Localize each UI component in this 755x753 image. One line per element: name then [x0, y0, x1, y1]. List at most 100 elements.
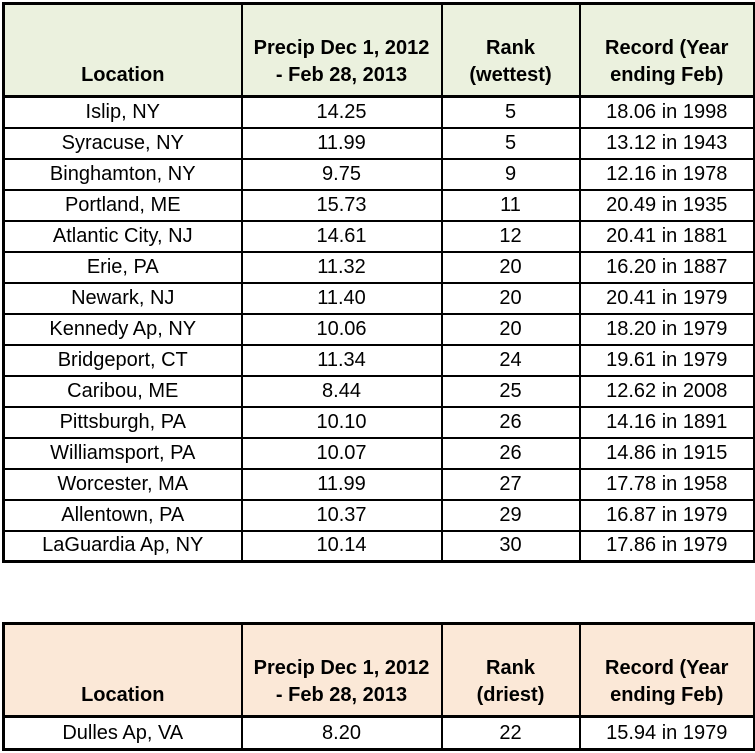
cell-record: 14.86 in 1915: [578, 436, 755, 470]
cell-rank: 27: [440, 467, 581, 501]
header-label-line1: Precip Dec 1, 2012: [253, 656, 430, 679]
header-label-line2: - Feb 28, 2013: [275, 684, 408, 707]
cell-rank: 29: [440, 498, 581, 532]
cell-rank: 26: [440, 405, 581, 439]
wettest-col-header-location: Location: [2, 2, 243, 98]
cell-record: 16.87 in 1979: [578, 498, 755, 532]
header-label-line2: (driest): [476, 684, 545, 707]
cell-precip: 15.73: [240, 188, 443, 222]
cell-rank: 26: [440, 436, 581, 470]
driest-col-header-record: Record (Year ending Feb): [578, 622, 755, 718]
cell-rank: 5: [440, 126, 581, 160]
cell-rank: 30: [440, 529, 581, 563]
header-label-line2: (wettest): [469, 64, 552, 87]
cell-precip: 8.44: [240, 374, 443, 408]
driest-table-body: Dulles Ap, VA 8.20 22 15.94 in 1979: [2, 715, 755, 751]
cell-precip: 11.99: [240, 467, 443, 501]
wettest-col-header-precip: Precip Dec 1, 2012 - Feb 28, 2013: [240, 2, 443, 98]
cell-rank: 9: [440, 157, 581, 191]
table-gap: [2, 563, 755, 622]
wettest-table: Location Precip Dec 1, 2012 - Feb 28, 20…: [2, 2, 755, 563]
cell-rank: 20: [440, 250, 581, 284]
cell-rank: 22: [440, 715, 581, 751]
wettest-col-header-rank: Rank (wettest): [440, 2, 581, 98]
cell-rank: 20: [440, 312, 581, 346]
table-row: Syracuse, NY 11.99 5 13.12 in 1943: [2, 126, 755, 160]
cell-location: Erie, PA: [2, 250, 243, 284]
cell-precip: 11.99: [240, 126, 443, 160]
table-row: Pittsburgh, PA 10.10 26 14.16 in 1891: [2, 405, 755, 439]
cell-location: Portland, ME: [2, 188, 243, 222]
cell-rank: 11: [440, 188, 581, 222]
header-label-line2: - Feb 28, 2013: [275, 64, 408, 87]
cell-location: Newark, NJ: [2, 281, 243, 315]
cell-location: Islip, NY: [2, 95, 243, 129]
cell-record: 14.16 in 1891: [578, 405, 755, 439]
wettest-table-body: Islip, NY 14.25 5 18.06 in 1998 Syracuse, NY…: [2, 95, 755, 563]
table-row: Atlantic City, NJ 14.61 12 20.41 in 1881: [2, 219, 755, 253]
cell-record: 15.94 in 1979: [578, 715, 755, 751]
table-row: Bridgeport, CT 11.34 24 19.61 in 1979: [2, 343, 755, 377]
cell-record: 17.86 in 1979: [578, 529, 755, 563]
cell-precip: 14.61: [240, 219, 443, 253]
cell-location: Binghamton, NY: [2, 157, 243, 191]
table-row: Newark, NJ 11.40 20 20.41 in 1979: [2, 281, 755, 315]
table-row: Islip, NY 14.25 5 18.06 in 1998: [2, 95, 755, 129]
driest-col-header-rank: Rank (driest): [440, 622, 581, 718]
table-row: Portland, ME 15.73 11 20.49 in 1935: [2, 188, 755, 222]
table-row: Caribou, ME 8.44 25 12.62 in 2008: [2, 374, 755, 408]
cell-precip: 10.10: [240, 405, 443, 439]
driest-col-header-precip: Precip Dec 1, 2012 - Feb 28, 2013: [240, 622, 443, 718]
wettest-col-header-record: Record (Year ending Feb): [578, 2, 755, 98]
cell-precip: 11.32: [240, 250, 443, 284]
cell-location: Dulles Ap, VA: [2, 715, 243, 751]
cell-record: 12.16 in 1978: [578, 157, 755, 191]
cell-rank: 25: [440, 374, 581, 408]
cell-rank: 12: [440, 219, 581, 253]
cell-precip: 10.06: [240, 312, 443, 346]
table-row: Worcester, MA 11.99 27 17.78 in 1958: [2, 467, 755, 501]
table-row: Kennedy Ap, NY 10.06 20 18.20 in 1979: [2, 312, 755, 346]
table-row: Williamsport, PA 10.07 26 14.86 in 1915: [2, 436, 755, 470]
header-label-line1: Rank: [486, 656, 535, 679]
table-row: LaGuardia Ap, NY 10.14 30 17.86 in 1979: [2, 529, 755, 563]
cell-location: Kennedy Ap, NY: [2, 312, 243, 346]
cell-record: 17.78 in 1958: [578, 467, 755, 501]
cell-location: Pittsburgh, PA: [2, 405, 243, 439]
header-label-line1: Precip Dec 1, 2012: [253, 36, 430, 59]
cell-record: 19.61 in 1979: [578, 343, 755, 377]
cell-record: 20.41 in 1881: [578, 219, 755, 253]
cell-record: 18.06 in 1998: [578, 95, 755, 129]
cell-record: 20.49 in 1935: [578, 188, 755, 222]
header-label-line1: Record (Year: [605, 656, 729, 679]
cell-record: 18.20 in 1979: [578, 312, 755, 346]
table-row: Allentown, PA 10.37 29 16.87 in 1979: [2, 498, 755, 532]
cell-location: Atlantic City, NJ: [2, 219, 243, 253]
cell-precip: 10.37: [240, 498, 443, 532]
cell-record: 12.62 in 2008: [578, 374, 755, 408]
cell-rank: 24: [440, 343, 581, 377]
driest-col-header-location: Location: [2, 622, 243, 718]
header-label: Location: [81, 64, 165, 87]
cell-location: Caribou, ME: [2, 374, 243, 408]
cell-precip: 8.20: [240, 715, 443, 751]
cell-location: Worcester, MA: [2, 467, 243, 501]
driest-table: Location Precip Dec 1, 2012 - Feb 28, 20…: [2, 622, 755, 751]
cell-location: Allentown, PA: [2, 498, 243, 532]
cell-location: Williamsport, PA: [2, 436, 243, 470]
cell-location: LaGuardia Ap, NY: [2, 529, 243, 563]
header-label-line1: Rank: [486, 36, 535, 59]
cell-rank: 5: [440, 95, 581, 129]
cell-precip: 10.14: [240, 529, 443, 563]
cell-precip: 11.40: [240, 281, 443, 315]
cell-record: 20.41 in 1979: [578, 281, 755, 315]
cell-location: Syracuse, NY: [2, 126, 243, 160]
header-label: Location: [81, 684, 165, 707]
cell-record: 16.20 in 1887: [578, 250, 755, 284]
wettest-header-row: Location Precip Dec 1, 2012 - Feb 28, 20…: [2, 2, 755, 98]
cell-precip: 14.25: [240, 95, 443, 129]
cell-location: Bridgeport, CT: [2, 343, 243, 377]
header-label-line2: ending Feb): [610, 64, 724, 87]
cell-precip: 9.75: [240, 157, 443, 191]
